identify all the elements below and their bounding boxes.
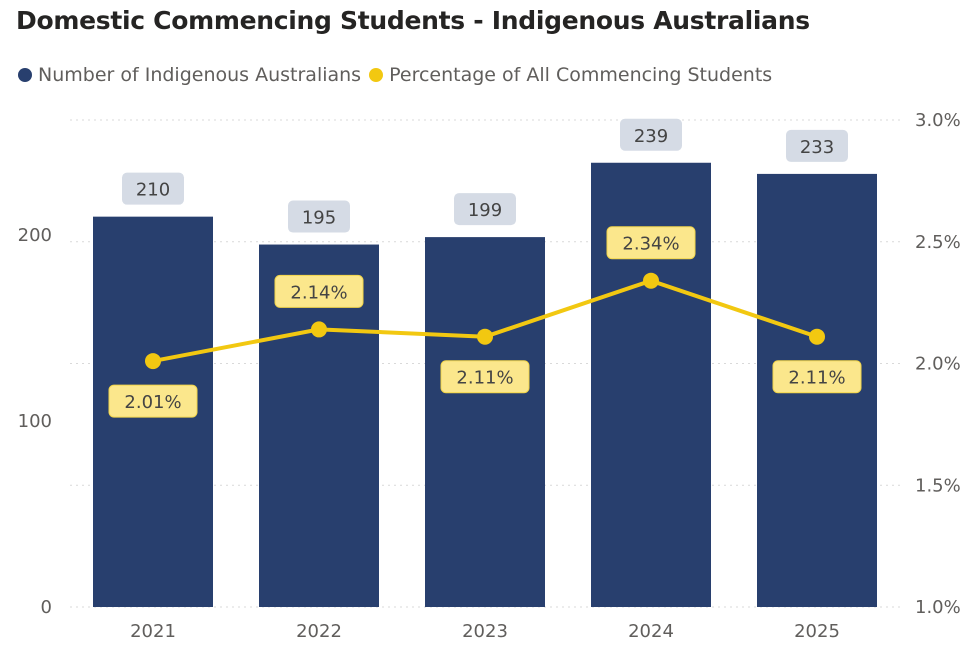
x-axis-tick-label: 2024 (628, 621, 674, 642)
left-axis-tick-label: 200 (18, 225, 52, 246)
x-axis-tick-label: 2022 (296, 621, 342, 642)
legend-marker-line (369, 68, 384, 82)
line-point (643, 272, 659, 289)
line-point (145, 353, 161, 370)
legend-item-count[interactable]: Number of Indigenous Australians (18, 64, 361, 86)
line-point (809, 328, 825, 345)
x-axis-tick-label: 2025 (794, 621, 840, 642)
bar-label-box (786, 129, 848, 162)
line-value-label: 2.01% (124, 392, 181, 413)
x-axis-tick-label: 2021 (130, 621, 176, 642)
line-point (477, 328, 493, 345)
right-axis-tick-label: 2.5% (915, 232, 961, 253)
legend-item-percentage[interactable]: Percentage of All Commencing Students (369, 64, 772, 86)
line-label-box (108, 384, 198, 418)
left-axis-tick-label: 0 (41, 597, 52, 618)
right-axis-tick-label: 3.0% (915, 110, 961, 131)
right-axis-tick-label: 2.0% (915, 354, 961, 375)
line-value-label: 2.14% (290, 282, 347, 303)
legend-label: Number of Indigenous Australians (38, 64, 362, 86)
legend: Number of Indigenous Australians Percent… (18, 64, 772, 86)
line-label-box (606, 226, 696, 260)
line-label-box (274, 274, 364, 308)
bar (425, 237, 545, 607)
bar-value-label: 195 (302, 208, 336, 229)
bar-label-box (122, 172, 184, 205)
bar-value-label: 210 (136, 180, 170, 201)
right-axis-tick-label: 1.5% (915, 475, 961, 496)
line-label-box (440, 360, 530, 394)
line-value-label: 2.11% (456, 368, 513, 389)
bar-label-box (620, 118, 682, 151)
line-value-label: 2.11% (788, 368, 845, 389)
left-axis-tick-label: 100 (18, 411, 52, 432)
bar-value-label: 239 (634, 126, 668, 147)
bar-label-box (454, 193, 516, 226)
bar-value-label: 199 (468, 200, 502, 221)
legend-marker-bar (18, 68, 32, 82)
bar-value-label: 233 (800, 137, 834, 158)
line-label-box (772, 360, 862, 394)
line-point (311, 321, 327, 338)
line-value-label: 2.34% (622, 234, 679, 255)
bar-label-box (288, 200, 350, 233)
chart-title: Domestic Commencing Students - Indigenou… (16, 6, 810, 35)
right-axis-tick-label: 1.0% (915, 597, 961, 618)
legend-label: Percentage of All Commencing Students (389, 64, 773, 86)
x-axis-tick-label: 2023 (462, 621, 508, 642)
